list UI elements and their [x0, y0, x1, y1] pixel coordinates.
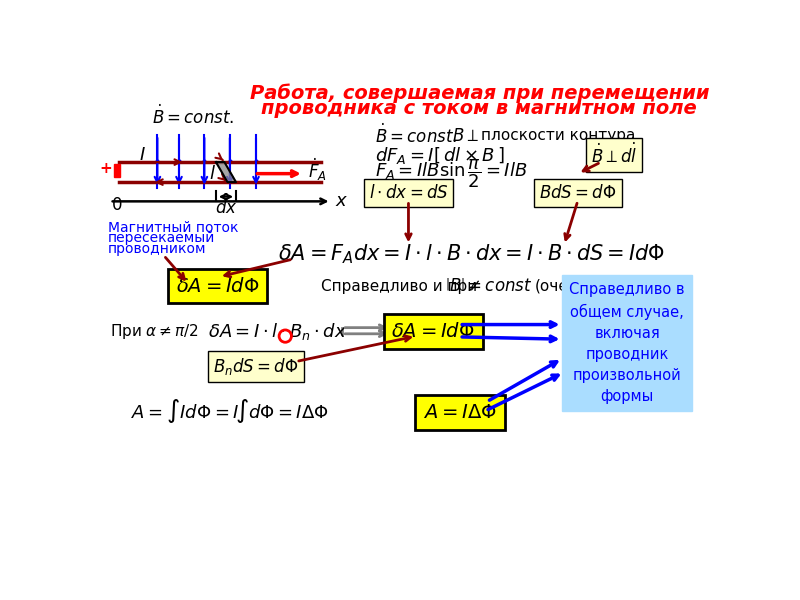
Text: $x$: $x$ [335, 193, 349, 211]
Text: $dx$: $dx$ [214, 199, 238, 217]
Text: $F_A = IlB\sin\dfrac{\pi}{2} = IlB$: $F_A = IlB\sin\dfrac{\pi}{2} = IlB$ [375, 157, 528, 190]
Text: $A = I\Delta\Phi$: $A = I\Delta\Phi$ [423, 403, 497, 422]
Text: плоскости контура: плоскости контура [481, 128, 635, 143]
Text: $\dot{B} \perp d\dot{l}$: $\dot{B} \perp d\dot{l}$ [591, 143, 638, 167]
Text: Справедливо в
общем случае,
включая
проводник
произвольной
формы: Справедливо в общем случае, включая пров… [570, 282, 685, 404]
Text: $B \perp$: $B \perp$ [452, 127, 480, 145]
Text: пересекаемый: пересекаемый [108, 232, 215, 245]
Text: $A = \int Id\Phi = I\!\int d\Phi = I\Delta\Phi$: $A = \int Id\Phi = I\!\int d\Phi = I\Del… [131, 397, 329, 425]
Text: $I$: $I$ [138, 146, 146, 164]
Text: $\delta A = F_A dx = I \cdot l \cdot B \cdot dx = I \cdot B \cdot dS = Id\Phi$: $\delta A = F_A dx = I \cdot l \cdot B \… [278, 242, 665, 266]
Bar [114, 164, 120, 177]
Text: (очевидно!): (очевидно!) [534, 278, 630, 293]
Text: $\delta A = Id\Phi$: $\delta A = Id\Phi$ [391, 322, 475, 341]
Polygon shape [216, 162, 236, 182]
Text: $\left|B\right| \neq const$: $\left|B\right| \neq const$ [445, 277, 532, 295]
Text: $l$: $l$ [210, 164, 216, 182]
Text: Справедливо и при: Справедливо и при [322, 278, 478, 293]
Text: $\dot{B} = const.$: $\dot{B} = const.$ [375, 124, 458, 148]
Text: $\dot{F}_A$: $\dot{F}_A$ [307, 157, 326, 183]
Text: $dF_A = I\left[\,dl \times B\,\right]$: $dF_A = I\left[\,dl \times B\,\right]$ [375, 145, 505, 166]
Text: +: + [99, 161, 112, 176]
Text: $\delta A = I \cdot l \cdot B_n \cdot dx$: $\delta A = I \cdot l \cdot B_n \cdot dx… [208, 321, 347, 342]
Text: $BdS = d\Phi$: $BdS = d\Phi$ [539, 184, 617, 202]
Text: $B_n dS = d\Phi$: $B_n dS = d\Phi$ [214, 356, 298, 377]
Text: проводника с током в магнитном поле: проводника с током в магнитном поле [262, 98, 697, 118]
Text: $\delta A = Id\Phi$: $\delta A = Id\Phi$ [176, 277, 259, 296]
Text: Магнитный поток: Магнитный поток [108, 221, 238, 235]
Text: проводником: проводником [108, 242, 206, 256]
Text: При $\alpha \neq \pi/2$: При $\alpha \neq \pi/2$ [110, 322, 198, 341]
Text: $\dot{B} = const.$: $\dot{B} = const.$ [152, 105, 234, 128]
Text: $0$: $0$ [111, 196, 122, 214]
Text: Работа, совершаемая при перемещении: Работа, совершаемая при перемещении [250, 84, 709, 103]
Text: $l \cdot dx = dS$: $l \cdot dx = dS$ [369, 184, 448, 202]
